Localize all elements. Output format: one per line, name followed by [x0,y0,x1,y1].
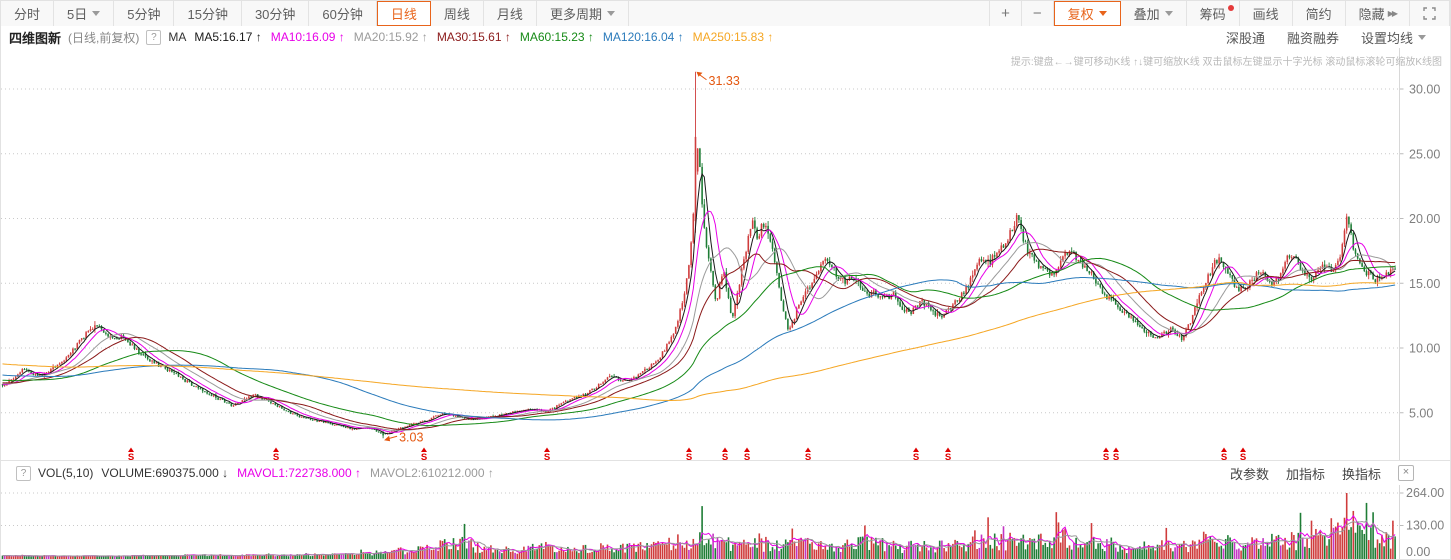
svg-text:S: S [744,452,750,463]
svg-text:S: S [1103,452,1109,463]
legend-link-2[interactable]: 设置均线 [1361,28,1426,47]
stock-name: 四维图新 [9,30,62,46]
adjust-price-button[interactable]: 复权 [1053,1,1121,26]
chart-tools: + − 复权 叠加 筹码 画线 简约 隐藏 ▶▶ [989,1,1450,26]
period-tab-9[interactable]: 更多周期 [537,1,629,26]
legend-link-1[interactable]: 融资融券 [1286,30,1339,46]
legend-link-0[interactable]: 深股通 [1225,30,1265,46]
ma-indicator-name: MA [168,30,187,44]
period-tabs: 分时 5日 5分钟 15分钟 30分钟 60分钟 日线 周线 月线 更多周期 [1,1,629,26]
ma-legend-item-1: MA10:16.09 ↑ [270,30,345,44]
svg-text:264.00: 264.00 [1406,486,1444,500]
svg-text:S: S [722,452,728,463]
hide-button[interactable]: 隐藏 ▶▶ [1346,1,1410,26]
period-tab-0[interactable]: 分时 [1,1,55,26]
svg-text:S: S [544,452,550,463]
ma-values: MA5:16.17 ↑ MA10:16.09 ↑ MA20:15.92 ↑ MA30:… [194,30,782,44]
svg-text:S: S [945,452,951,463]
period-tab-8[interactable]: 月线 [484,1,537,26]
svg-text:15.00: 15.00 [1409,277,1440,291]
svg-text:130.00: 130.00 [1406,518,1444,532]
chevron-down-icon [1164,11,1173,16]
chevron-down-icon [606,11,615,16]
svg-text:5.00: 5.00 [1409,406,1433,420]
period-toolbar: 分时 5日 5分钟 15分钟 30分钟 60分钟 日线 周线 月线 更多周期 + − 复权 叠加 筹码 画线… [1,1,1450,27]
vol-action-2[interactable]: 换指标 [1341,466,1381,482]
svg-text:S: S [1113,452,1119,463]
svg-text:10.00: 10.00 [1409,342,1440,356]
svg-text:20.00: 20.00 [1409,212,1440,226]
period-tab-3[interactable]: 15分钟 [174,1,242,26]
period-tab-7[interactable]: 周线 [431,1,484,26]
close-indicator-icon[interactable]: × [1398,465,1414,481]
svg-text:S: S [805,452,811,463]
chip-distribution-button[interactable]: 筹码 [1187,1,1240,26]
fullscreen-icon [1423,7,1436,20]
ma-legend-item-2: MA20:15.92 ↑ [353,30,428,44]
fullscreen-button[interactable] [1410,1,1450,26]
volume-pane-actions: 改参数 加指标 换指标 × [1230,464,1442,483]
legend-right-links: 深股通 融资融券 设置均线 [1226,28,1442,47]
zoom-out-button[interactable]: − [1022,1,1054,26]
ma-legend-item-6: MA250:15.83 ↑ [692,30,774,44]
svg-text:S: S [913,452,919,463]
svg-text:S: S [686,452,692,463]
draw-line-button[interactable]: 画线 [1240,1,1293,26]
vol-action-1[interactable]: 加指标 [1285,466,1325,482]
svg-text:25.00: 25.00 [1409,147,1440,161]
svg-text:31.33: 31.33 [709,74,740,88]
ma-legend-item-0: MA5:16.17 ↑ [194,30,262,44]
double-arrow-icon: ▶▶ [1387,9,1398,18]
chevron-down-icon [1098,11,1107,16]
notification-dot-icon [1227,5,1234,11]
vol-legend-item-1: MAVOL1:722738.000 ↑ [237,466,361,480]
volume-pane-header: ? VOL(5,10) VOLUME:690375.000 ↓ MAVOL1:72… [1,460,1450,485]
svg-text:S: S [273,452,279,463]
chevron-down-icon [92,11,101,16]
vol-help-icon[interactable]: ? [16,465,31,481]
overlay-button[interactable]: 叠加 [1121,1,1187,26]
vol-values: VOLUME:690375.000 ↓ MAVOL1:722738.000 ↑ MA… [101,466,503,480]
svg-text:S: S [1240,452,1246,463]
period-tab-2[interactable]: 5分钟 [114,1,175,26]
svg-text:S: S [421,452,427,463]
vol-legend-item-2: MAVOL2:610212.000 ↑ [369,466,494,480]
svg-text:S: S [128,452,134,463]
ma-legend-item-3: MA30:15.61 ↑ [436,30,511,44]
period-tab-4[interactable]: 30分钟 [242,1,310,26]
vol-indicator-name: VOL(5,10) [38,466,94,480]
period-tab-5[interactable]: 60分钟 [309,1,377,26]
period-tab-6[interactable]: 日线 [376,1,431,26]
ma-legend-item-4: MA60:15.23 ↑ [519,30,594,44]
svg-text:3.03: 3.03 [399,430,423,444]
svg-text:0.00: 0.00 [1406,545,1430,559]
indicator-legend-row: 四维图新 (日线,前复权) ? MA MA5:16.17 ↑ MA10:16.09… [1,26,1450,48]
svg-text:30.00: 30.00 [1409,83,1440,97]
vol-action-0[interactable]: 改参数 [1229,466,1269,482]
chevron-down-icon [1418,34,1426,40]
zoom-in-button[interactable]: + [989,1,1022,26]
vol-legend-item-0: VOLUME:690375.000 ↓ [101,466,229,480]
svg-text:S: S [1221,452,1227,463]
period-tab-1[interactable]: 5日 [54,1,115,26]
ma-help-icon[interactable]: ? [146,29,162,45]
ma-legend-item-5: MA120:16.04 ↑ [602,30,684,44]
simple-mode-button[interactable]: 简约 [1293,1,1346,26]
chart-mode-label: (日线,前复权) [68,30,140,45]
chart-hint-watermark: 提示:键盘←→键可移动K线 ↑↓键可缩放K线 双击鼠标左键显示十字光标 滚动鼠标… [1010,57,1442,68]
